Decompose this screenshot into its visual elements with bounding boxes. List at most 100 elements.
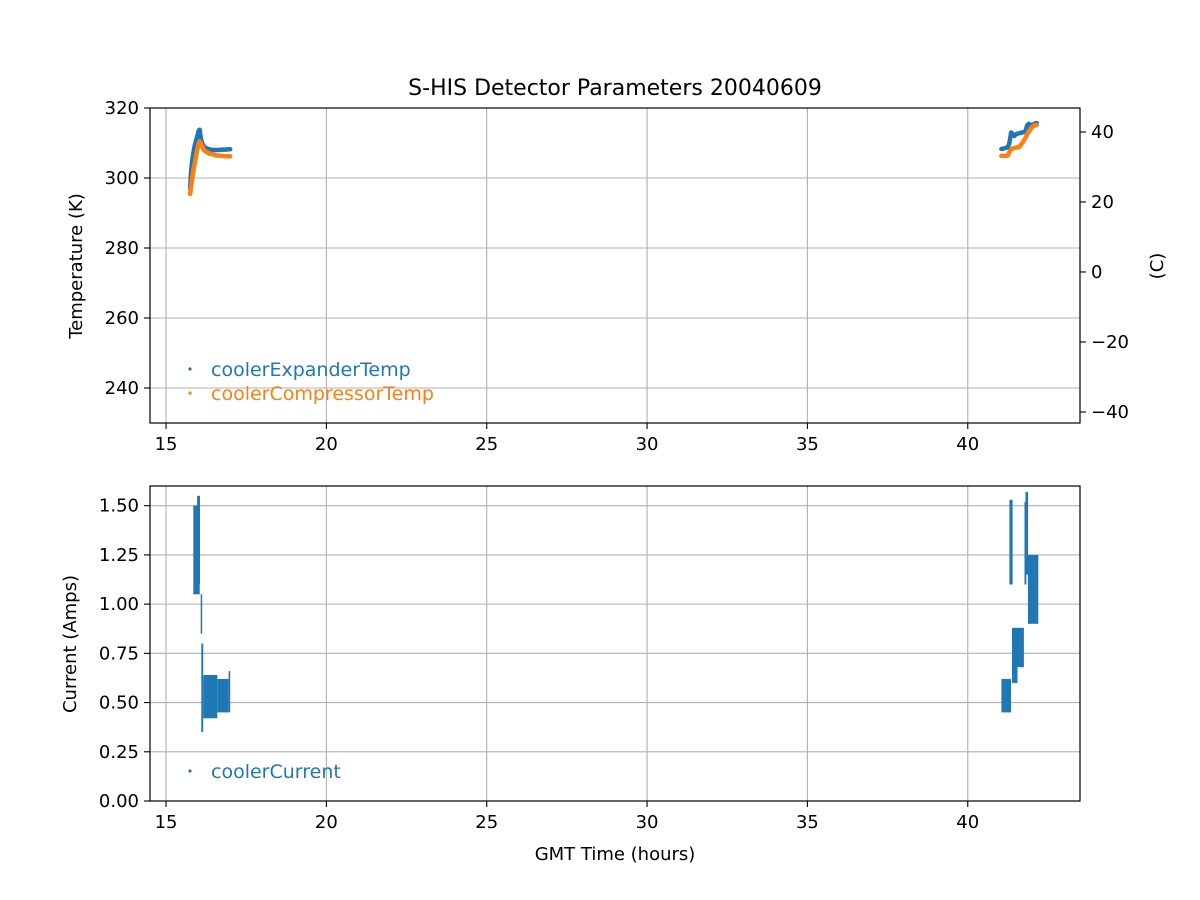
legend-label: coolerCurrent: [211, 761, 341, 783]
data-point: [196, 132, 200, 137]
series-coolerExpanderTemp: [187, 120, 1039, 191]
y-tick-label: 260: [105, 308, 139, 329]
legend-label: coolerCompressorTemp: [211, 383, 434, 405]
y2-tick-label: −40: [1091, 402, 1129, 423]
series-trace: [187, 122, 1039, 197]
y-tick-label: 280: [105, 238, 139, 259]
temperature-series: [187, 120, 1039, 197]
data-point: [228, 147, 232, 152]
x-tick-label: 30: [636, 812, 659, 833]
data-point: [1002, 146, 1007, 151]
y2-tick-label: 0: [1091, 262, 1102, 283]
data-point: [1006, 145, 1010, 149]
data-point: [193, 160, 197, 165]
y-tick-label: 0.75: [99, 643, 139, 664]
data-point: [198, 141, 203, 145]
data-segment: [217, 678, 229, 713]
data-point: [1017, 131, 1021, 135]
x-tick-label: 30: [636, 434, 659, 455]
y-tick-label: 300: [105, 168, 139, 189]
data-point: [220, 154, 224, 158]
y-tick-label: 0.50: [99, 693, 139, 714]
data-point: [191, 171, 195, 175]
data-point: [1014, 145, 1018, 150]
data-point: [223, 147, 228, 152]
data-point: [220, 147, 224, 152]
x-tick-label: 40: [956, 812, 979, 833]
data-point: [198, 136, 203, 140]
current-xlabel: GMT Time (hours): [535, 844, 696, 865]
data-segment: [1001, 678, 1011, 713]
data-point: [197, 127, 202, 132]
x-tick-label: 35: [796, 812, 819, 833]
data-point: [195, 136, 199, 140]
data-point: [210, 152, 215, 156]
data-point: [1020, 130, 1025, 135]
x-tick-label: 20: [315, 812, 338, 833]
y2-tick-label: 40: [1091, 122, 1114, 143]
y-tick-label: 0.00: [99, 791, 139, 812]
data-point: [1023, 136, 1028, 140]
data-point: [196, 145, 200, 149]
data-point: [189, 185, 193, 189]
data-point: [194, 155, 198, 159]
data-point: [210, 148, 215, 152]
data-point: [228, 154, 232, 159]
data-point: [188, 192, 192, 196]
y-tick-label: 1.00: [99, 594, 139, 615]
data-segment: [1009, 499, 1013, 585]
y2-tick-label: −20: [1091, 332, 1129, 353]
x-tick-label: 40: [956, 434, 979, 455]
x-tick-label: 15: [155, 434, 178, 455]
data-point: [190, 178, 194, 182]
data-point: [193, 143, 197, 147]
data-segment: [1017, 627, 1024, 668]
data-point: [217, 153, 221, 158]
temperature-subplot: 15 20 25 30 35 40 240 260 280 300 320 −40 −20 0 20 40 T…: [66, 98, 1168, 455]
x-tick-label: 15: [155, 812, 178, 833]
data-segment: [1024, 501, 1027, 585]
current-series: [193, 491, 1039, 733]
data-point: [200, 144, 204, 149]
y-tick-label: 0.25: [99, 742, 139, 763]
data-point: [1020, 141, 1025, 145]
data-point: [1034, 123, 1039, 127]
series-trace: [187, 120, 1039, 191]
x-tick-label: 25: [475, 434, 498, 455]
data-segment: [200, 594, 203, 634]
data-point: [192, 165, 196, 170]
legend-marker: [188, 769, 192, 773]
data-point: [1002, 154, 1007, 158]
data-point: [223, 154, 228, 159]
y-tick-label: 1.25: [99, 545, 139, 566]
data-point: [195, 150, 199, 154]
temperature-axes-frame: [149, 107, 1081, 424]
x-tick-label: 35: [796, 434, 819, 455]
data-point: [194, 139, 198, 144]
data-segment: [1025, 491, 1029, 575]
data-point: [1007, 141, 1012, 145]
data-segment: [203, 675, 218, 719]
data-segment: [1028, 554, 1039, 624]
y2-tick-label: 20: [1091, 192, 1114, 213]
data-point: [207, 147, 212, 152]
x-tick-label: 20: [315, 434, 338, 455]
data-segment: [201, 643, 204, 733]
legend-label: coolerExpanderTemp: [211, 359, 411, 381]
data-point: [1014, 132, 1018, 137]
data-segment: [228, 671, 231, 713]
data-point: [1006, 153, 1010, 158]
current-axes-frame: [149, 485, 1081, 802]
data-point: [204, 150, 208, 154]
y-tick-label: 240: [105, 378, 139, 399]
data-point: [207, 151, 212, 156]
data-segment: [193, 505, 200, 595]
legend-marker: [188, 391, 192, 395]
data-segment: [197, 495, 200, 585]
current-grid: [150, 486, 1080, 802]
temperature-ylabel: Temperature (K): [66, 193, 87, 340]
current-legend: coolerCurrent: [188, 761, 341, 783]
data-point: [999, 154, 1004, 158]
data-point: [999, 147, 1004, 151]
